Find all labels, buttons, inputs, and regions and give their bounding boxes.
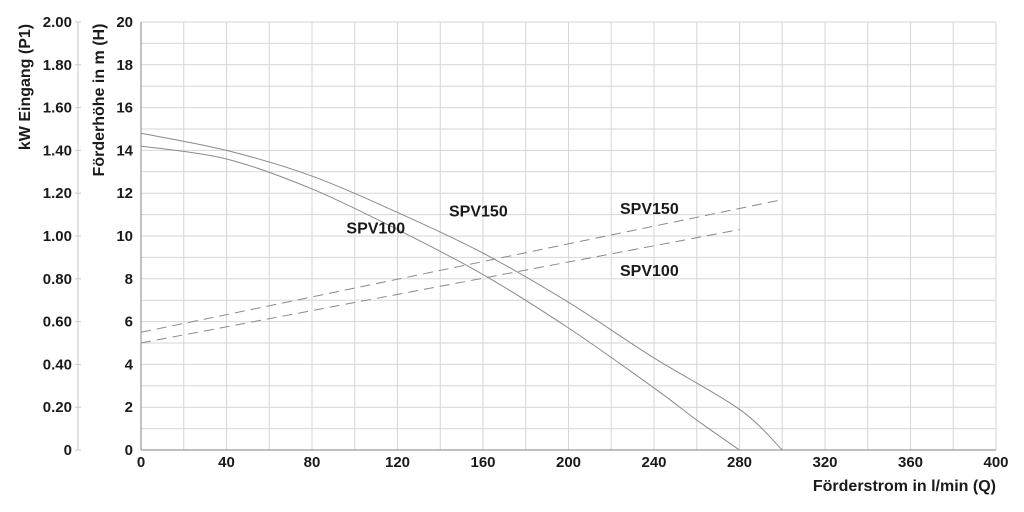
x-tick-label: 240 [641,454,666,471]
head-tick-label: 16 [116,100,133,117]
x-tick-label: 0 [137,454,145,471]
series-lines [140,132,783,451]
x-tick-label: 360 [898,454,923,471]
power-tick-label: 1.80 [43,57,72,74]
x-tick-label: 200 [556,454,581,471]
series-line-spv150-head [140,132,783,451]
series-labels: SPV100 SPV150 SPV150 SPV100 [346,201,678,280]
x-tick-label: 160 [470,454,495,471]
power-tick-label: 1.20 [43,185,72,202]
power-tick-label: 1.60 [43,100,72,117]
x-tick-label: 40 [218,454,235,471]
x-tick-label: 280 [727,454,752,471]
head-tick-label: 8 [125,271,133,288]
x-tick-label: 320 [812,454,837,471]
x-tick-label: 400 [983,454,1008,471]
power-axis-title: kW Eingang (P1) [17,24,34,150]
power-tick-label: 1.40 [43,142,72,159]
x-tick-label: 80 [304,454,321,471]
axes [75,21,996,451]
power-tick-label: 0.20 [43,399,72,416]
head-tick-label: 18 [116,57,133,74]
series-label-spv150: SPV150 [620,201,679,218]
head-tick-label: 14 [116,142,133,159]
x-tick-label: 120 [385,454,410,471]
series-label-spv100: SPV100 [620,263,679,280]
head-axis-title: Förderhöhe in m (H) [91,24,108,177]
head-tick-label: 6 [125,314,133,331]
power-tick-label: 1.00 [43,228,72,245]
power-tick-labels: 0 0.20 0.40 0.60 0.80 1.00 1.20 1.40 1.60 1.80 2.0… [43,14,72,459]
x-axis-title: Förderstrom in l/min (Q) [813,478,996,495]
head-tick-label: 4 [125,356,134,373]
series-label-spv100: SPV100 [346,220,405,237]
head-tick-label: 20 [116,14,133,31]
grid [140,21,997,451]
head-tick-label: 10 [116,228,133,245]
head-tick-label: 12 [116,185,133,202]
series-label-spv150: SPV150 [449,203,508,220]
head-tick-labels: 0 2 4 6 8 10 12 14 16 18 20 [116,14,133,459]
series-line-spv100-power [140,229,740,344]
power-tick-label: 0 [64,442,72,459]
head-tick-label: 2 [125,399,133,416]
head-tick-label: 0 [125,442,133,459]
power-tick-label: 0.40 [43,356,72,373]
x-tick-labels: 0 40 80 120 160 200 240 280 320 360 400 [137,454,1009,471]
power-tick-label: 0.60 [43,314,72,331]
power-tick-label: 2.00 [43,14,72,31]
series-line-spv100-head [140,145,740,451]
series-line-spv150-power [140,199,783,333]
power-tick-label: 0.80 [43,271,72,288]
